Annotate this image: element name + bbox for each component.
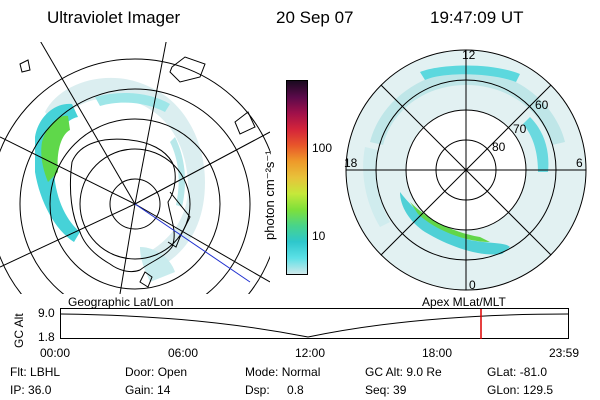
- geographic-panel-label: Geographic Lat/Lon: [68, 295, 174, 309]
- dsp-value: 0.8: [287, 383, 304, 397]
- timeline-label-0600: 06:00: [168, 346, 199, 360]
- mode-readout: Mode: Normal: [245, 365, 320, 379]
- latitude-grid: [0, 58, 270, 294]
- mode-label: Mode:: [245, 365, 279, 379]
- gcalt-value: 9.0 Re: [406, 365, 442, 379]
- altitude-curve: [60, 313, 569, 338]
- timeline-ymin-label: 1.8: [38, 330, 55, 344]
- mlt-label-0: 0: [469, 278, 476, 292]
- filter-label: Flt:: [10, 365, 27, 379]
- gain-value: 14: [157, 383, 171, 397]
- filter-value: LBHL: [30, 365, 61, 379]
- intensity-colorbar: [286, 80, 308, 275]
- geographic-map: [0, 42, 270, 294]
- glon-readout: GLon: 129.5: [487, 383, 553, 397]
- door-value: Open: [157, 365, 188, 379]
- seq-readout: Seq: 39: [365, 383, 406, 397]
- timeline-label-0000: 00:00: [40, 346, 71, 360]
- timeline-label-1200: 12:00: [295, 346, 326, 360]
- dsp-label: Dsp:: [245, 383, 270, 397]
- mlat-label-80: 80: [492, 140, 506, 154]
- ip-readout: IP: 36.0: [10, 383, 51, 397]
- mlt-label-18: 18: [344, 156, 358, 170]
- glon-label: GLon:: [487, 383, 520, 397]
- seq-value: 39: [393, 383, 407, 397]
- glat-value: -81.0: [519, 365, 548, 379]
- dsp-readout: Dsp: 0.8: [245, 383, 304, 397]
- coastlines: [19, 56, 256, 288]
- aurora-emission-geo: [35, 77, 205, 282]
- filter-readout: Flt: LBHL: [10, 365, 60, 379]
- observation-date: 20 Sep 07: [276, 8, 354, 27]
- mlat-label-70: 70: [513, 122, 527, 136]
- glon-value: 129.5: [523, 383, 554, 397]
- instrument-title: Ultraviolet Imager: [47, 8, 181, 27]
- ip-value: 36.0: [28, 383, 52, 397]
- glat-label: GLat:: [487, 365, 517, 379]
- sun-meridian-line: [134, 203, 251, 283]
- mlt-spokes: [346, 50, 586, 290]
- apex-polar-plot: 12 18 6 0 60 70 80: [344, 48, 587, 292]
- mlt-label-6: 6: [576, 156, 583, 170]
- seq-label: Seq:: [365, 383, 390, 397]
- door-label: Door:: [125, 365, 155, 379]
- gain-readout: Gain: 14: [125, 383, 170, 397]
- ip-label: IP:: [10, 383, 25, 397]
- mlat-label-60: 60: [535, 98, 549, 112]
- apex-panel-label: Apex MLat/MLT: [422, 295, 506, 309]
- gain-label: Gain:: [125, 383, 154, 397]
- observation-time: 19:47:09 UT: [430, 8, 524, 27]
- timeline-label-2359: 23:59: [549, 346, 580, 360]
- colorbar-tick-10: 10: [312, 229, 326, 243]
- mlt-label-12: 12: [462, 48, 476, 62]
- glat-readout: GLat: -81.0: [487, 365, 547, 379]
- longitude-grid: [0, 42, 270, 294]
- door-readout: Door: Open: [125, 365, 187, 379]
- timeline-axis-label: GC Alt: [12, 313, 26, 348]
- altitude-timeline: [60, 308, 569, 339]
- timeline-label-1800: 18:00: [422, 346, 453, 360]
- gcalt-readout: GC Alt: 9.0 Re: [365, 365, 442, 379]
- colorbar-tick-100: 100: [312, 141, 333, 155]
- gcalt-label: GC Alt:: [365, 365, 404, 379]
- mode-value: Normal: [281, 365, 321, 379]
- colorbar-unit-label: photon cm⁻²s⁻¹: [262, 150, 277, 240]
- timeline-ymax-label: 9.0: [38, 306, 55, 320]
